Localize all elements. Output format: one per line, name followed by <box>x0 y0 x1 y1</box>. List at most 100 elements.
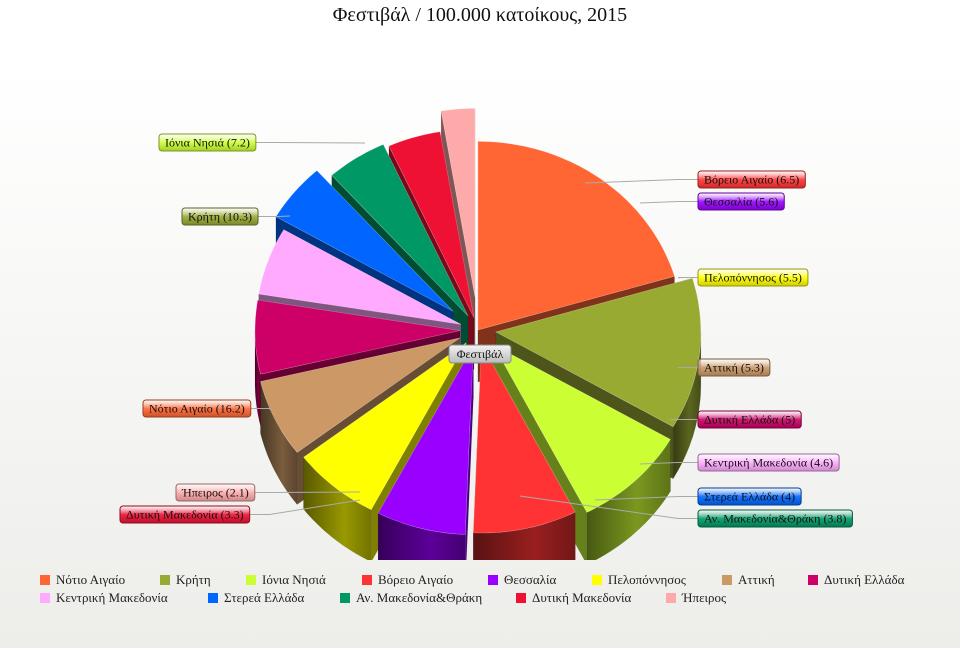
slice-αν-μακεδονία-θράκη[interactable] <box>331 144 469 317</box>
slice-tops <box>254 108 702 535</box>
legend-swatch <box>516 593 526 603</box>
legend-label: Ιόνια Νησιά <box>262 572 326 587</box>
legend-swatch <box>40 575 50 585</box>
legend-item-αν-μακεδονία-θράκη[interactable]: Αν. Μακεδονία&Θράκη <box>340 590 482 606</box>
slice-side-δυτική-ελλάδα <box>254 330 261 427</box>
legend-item-ήπειρος[interactable]: Ήπειρος <box>666 590 726 606</box>
legend-swatch <box>40 593 50 603</box>
legend-label: Δυτική Μακεδονία <box>532 590 632 605</box>
legend-label: Πελοπόννησος <box>608 572 686 587</box>
slice-label-box <box>142 399 252 418</box>
slice-label-box <box>697 453 840 472</box>
legend-item-θεσσαλία[interactable]: Θεσσαλία <box>488 572 556 588</box>
slice-label-text: Δυτική Ελλάδα (5) <box>704 413 795 427</box>
legend-item-δυτική-μακεδονία[interactable]: Δυτική Μακεδονία <box>516 590 631 606</box>
slice-label-box <box>175 483 256 502</box>
slice-side-θεσσαλία <box>377 512 466 560</box>
pie-chart: Νότιο Αιγαίο (16.2) Κρήτη (10.3) Ιόνια Νησ… <box>119 108 853 560</box>
slice-label-box <box>158 133 257 152</box>
legend-label: Κεντρική Μακεδονία <box>56 590 168 605</box>
legend-item-ιόνια-νησιά[interactable]: Ιόνια Νησιά <box>246 572 326 588</box>
slice-στερεά-ελλάδα[interactable] <box>275 170 454 312</box>
slice-label-δυτική-μακεδονία: Δυτική Μακεδονία (3.3) <box>119 505 251 524</box>
legend-swatch <box>208 593 218 603</box>
legend-label: Κρήτη <box>176 572 211 587</box>
legend-label: Βόρειο Αιγαίο <box>378 572 454 587</box>
slice-κεντρική-μακεδονία[interactable] <box>258 229 462 325</box>
legend-item-αττική[interactable]: Αττική <box>722 572 775 588</box>
legend-item-κεντρική-μακεδονία[interactable]: Κεντρική Μακεδονία <box>40 590 168 606</box>
legend-item-δυτική-ελλάδα[interactable]: Δυτική Ελλάδα <box>808 572 904 588</box>
slice-label-κεντρική-μακεδονία: Κεντρική Μακεδονία (4.6) <box>697 453 840 472</box>
leader-line-ήπειρος <box>254 491 361 493</box>
legend-swatch <box>362 575 372 585</box>
legend-item-πελοπόννησος[interactable]: Πελοπόννησος <box>592 572 686 588</box>
leader-line-στερεά-ελλάδα <box>594 496 698 501</box>
slice-βόρειο-αιγαίο[interactable] <box>472 343 576 534</box>
slice-label-box <box>697 268 809 287</box>
slice-νότιο-αιγαίο[interactable] <box>477 141 675 331</box>
slice-label-αττική: Αττική (5.3) <box>697 358 771 377</box>
slice-label-box <box>181 207 259 226</box>
slice-wall-θεσσαλία-0 <box>464 345 474 560</box>
slice-label-text: Κεντρική Μακεδονία (4.6) <box>704 456 833 470</box>
leader-line-βόρειο-αιγαίο <box>584 179 698 184</box>
slice-label-box <box>697 192 785 211</box>
slice-δυτική-ελλάδα[interactable] <box>254 299 461 375</box>
slice-label-box <box>697 487 802 506</box>
legend-swatch <box>246 575 256 585</box>
legend-swatch <box>722 575 732 585</box>
slice-πελοπόννησος[interactable] <box>303 342 467 511</box>
slice-label-text: Δυτική Μακεδονία (3.3) <box>126 508 244 522</box>
slice-δυτική-μακεδονία[interactable] <box>388 131 475 318</box>
slice-label-νότιο-αιγαίο: Νότιο Αιγαίο (16.2) <box>142 399 252 418</box>
slice-αττική[interactable] <box>260 337 461 453</box>
slice-θεσσαλία[interactable] <box>377 345 474 535</box>
legend-label: Στερεά Ελλάδα <box>224 590 305 605</box>
leader-line-πελοπόννησος <box>677 277 698 279</box>
slice-label-text: Θεσσαλία (5.6) <box>704 195 778 209</box>
leader-line-κρήτη <box>258 215 291 217</box>
leader-line-νότιο-αιγαίο <box>250 408 272 411</box>
slice-ήπειρος[interactable] <box>440 108 476 298</box>
slice-label-ήπειρος: Ήπειρος (2.1) <box>175 483 256 502</box>
slice-label-text: Αν. Μακεδονία&Θράκη (3.8) <box>704 512 846 526</box>
series-center-label: Φεστιβάλ <box>448 344 512 364</box>
legend-label: Θεσσαλία <box>504 572 557 587</box>
leader-line-δυτική-ελλάδα <box>669 419 698 421</box>
leader-line-δυτική-μακεδονία <box>249 499 361 515</box>
slice-label-box <box>697 509 853 528</box>
leader-line-κεντρική-μακεδονία <box>639 462 698 465</box>
leader-line-αν-μακεδονία-θράκη <box>519 495 698 519</box>
legend-item-βόρειο-αιγαίο[interactable]: Βόρειο Αιγαίο <box>362 572 453 588</box>
slice-label-θεσσαλία: Θεσσαλία (5.6) <box>697 192 785 211</box>
legend-item-στερεά-ελλάδα[interactable]: Στερεά Ελλάδα <box>208 590 304 606</box>
legend-swatch <box>160 575 170 585</box>
slice-label-text: Στερεά Ελλάδα (4) <box>704 490 795 504</box>
slice-κρήτη[interactable] <box>495 277 702 428</box>
legend-swatch <box>592 575 602 585</box>
leader-lines <box>249 142 736 519</box>
legend-swatch <box>666 593 676 603</box>
slice-label-text: Πελοπόννησος (5.5) <box>704 271 802 285</box>
slice-ιόνια-νησιά[interactable] <box>492 343 671 513</box>
slice-label-βόρειο-αιγαίο: Βόρειο Αιγαίο (6.5) <box>697 170 806 189</box>
legend-item-κρήτη[interactable]: Κρήτη <box>160 572 211 588</box>
slice-label-text: Βόρειο Αιγαίο (6.5) <box>704 173 799 187</box>
legend-label: Αττική <box>738 572 775 587</box>
slice-label-κρήτη: Κρήτη (10.3) <box>181 207 259 226</box>
leader-line-θεσσαλία <box>639 201 698 204</box>
legend-label: Νότιο Αιγαίο <box>56 572 126 587</box>
slice-label-text: Κρήτη (10.3) <box>188 210 252 224</box>
slice-labels: Νότιο Αιγαίο (16.2) Κρήτη (10.3) Ιόνια Νησ… <box>119 133 853 528</box>
slice-label-αν-μακεδονία-θράκη: Αν. Μακεδονία&Θράκη (3.8) <box>697 509 853 528</box>
legend-swatch <box>488 575 498 585</box>
slice-label-text: Ήπειρος (2.1) <box>181 486 249 500</box>
legend-label: Δυτική Ελλάδα <box>824 572 905 587</box>
slice-label-text: Ιόνια Νησιά (7.2) <box>165 136 250 150</box>
slice-label-box <box>697 358 771 377</box>
legend-swatch <box>808 575 818 585</box>
legend-item-νότιο-αιγαίο[interactable]: Νότιο Αιγαίο <box>40 572 125 588</box>
slice-label-box <box>697 170 806 189</box>
